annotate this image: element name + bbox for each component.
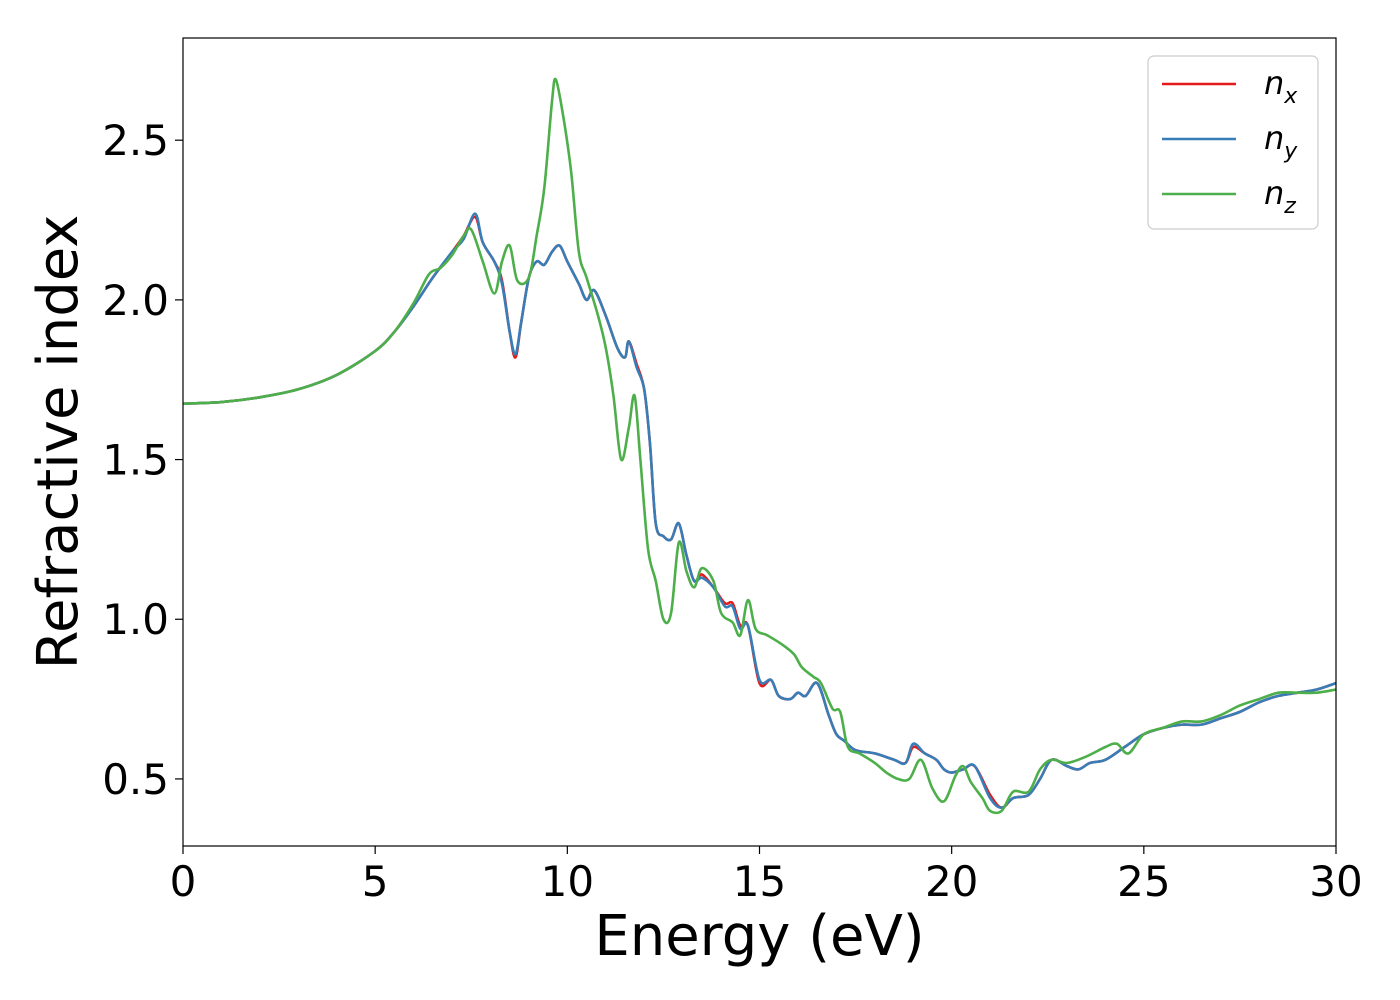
legend: nx ny nz xyxy=(1147,55,1319,230)
legend-label-x: nx xyxy=(1264,64,1298,109)
y-axis-ticks: 0.5 1.0 1.5 2.0 2.5 xyxy=(102,116,183,804)
y-axis-label: Refractive index xyxy=(26,215,91,670)
legend-label-z: nz xyxy=(1264,174,1296,219)
y-tick-label: 0.5 xyxy=(102,755,169,804)
series-line-n-z xyxy=(182,77,1337,815)
x-tick-label: 15 xyxy=(733,857,786,906)
x-tick-label: 30 xyxy=(1309,857,1362,906)
x-axis-label: Energy (eV) xyxy=(594,904,924,969)
y-tick-label: 1.5 xyxy=(102,436,169,485)
x-tick-label: 25 xyxy=(1117,857,1170,906)
x-tick-label: 10 xyxy=(541,857,594,906)
y-tick-label: 1.0 xyxy=(102,595,169,644)
x-tick-label: 5 xyxy=(362,857,389,906)
series-line-n-y xyxy=(182,212,1337,809)
y-tick-label: 2.0 xyxy=(102,276,169,325)
legend-box xyxy=(1147,55,1319,230)
x-axis-ticks: 0 5 10 15 20 25 30 xyxy=(170,846,1363,906)
x-tick-label: 0 xyxy=(170,857,197,906)
series-line-n-x xyxy=(182,215,1337,809)
y-tick-label: 2.5 xyxy=(102,116,169,165)
legend-label-y: ny xyxy=(1264,119,1298,164)
x-tick-label: 20 xyxy=(925,857,978,906)
series-layer xyxy=(182,77,1337,815)
